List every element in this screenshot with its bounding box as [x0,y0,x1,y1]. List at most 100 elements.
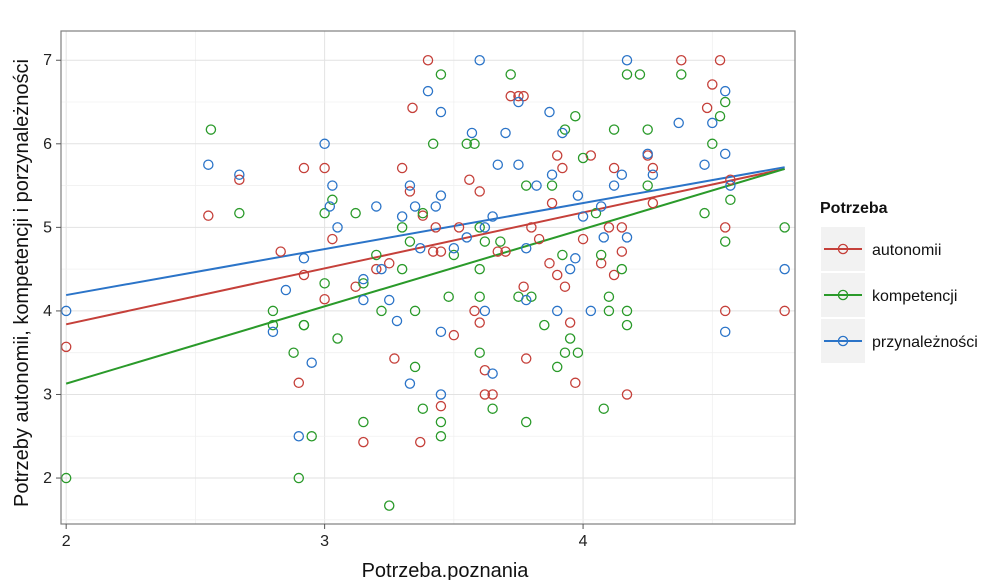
data-point [298,253,310,264]
x-tick-label: 2 [62,533,71,550]
data-point [608,269,620,281]
data-point [642,148,653,160]
data-point [719,222,731,233]
data-point [422,85,434,97]
data-point [435,416,447,428]
data-point [430,201,442,212]
data-point [358,436,369,448]
y-tick-label: 6 [43,136,52,153]
data-point [327,180,338,191]
data-point [598,232,609,243]
data-point [616,246,628,257]
data-point [559,347,571,358]
data-point [435,246,447,257]
data-point [676,69,687,80]
data-point [647,169,659,180]
data-point [203,159,214,170]
data-point [616,222,628,233]
data-point [647,162,659,174]
data-point [673,117,684,129]
plot-background [61,31,795,524]
data-point [520,353,532,364]
data-point [564,317,576,328]
data-point [293,377,305,389]
data-point [267,305,279,317]
data-point [288,347,299,358]
data-point [371,263,382,275]
data-point [306,357,317,368]
data-point [474,222,485,233]
data-point [577,152,589,164]
legend-label: autonomii [872,242,941,259]
data-point [707,79,718,90]
y-tick-label: 2 [43,470,52,487]
data-point [608,124,620,135]
data-point [500,127,511,139]
data-point [293,472,305,484]
data-point [492,246,504,257]
legend-key-point [837,335,849,347]
data-point [487,403,498,414]
data-point [234,174,245,185]
data-point [577,233,589,245]
data-point [559,281,571,292]
data-point [551,361,563,373]
data-point [546,169,558,180]
data-point [409,305,421,317]
data-point [435,400,447,412]
data-point [203,210,214,221]
data-point [595,201,607,212]
data-point [324,201,336,212]
data-point [298,269,310,281]
data-point [570,110,581,122]
data-point [319,138,330,150]
data-point [779,305,790,317]
data-point [371,249,382,261]
data-point [577,211,589,222]
data-point [513,90,524,102]
data-point [642,180,653,191]
data-point [572,190,584,201]
data-point [557,127,568,139]
data-point [647,197,659,209]
data-point [479,389,491,400]
data-point [306,431,317,442]
data-point [500,246,511,257]
data-point [616,169,628,180]
data-point [676,54,687,66]
legend-item-kompetencji: kompetencji [819,271,957,319]
data-point [621,305,633,317]
data-point [404,236,416,247]
data-point [319,207,330,219]
data-point [358,294,369,306]
data-point [267,319,279,331]
data-point [603,291,615,302]
data-point [603,222,615,233]
data-point [551,305,563,317]
data-point [396,222,408,233]
data-point [383,294,395,306]
data-point [474,263,485,275]
data-point [714,110,726,122]
data-point [474,54,485,66]
data-point [513,96,524,108]
fit-line-przynależności [65,166,785,297]
data-point [404,378,416,389]
data-point [319,293,330,305]
data-point [234,207,245,219]
data-point [621,69,633,80]
data-point [404,180,416,191]
data-point [487,368,498,379]
data-point [595,249,607,261]
data-point [464,174,475,185]
data-point [435,326,447,338]
data-point [332,333,343,344]
data-point [430,222,442,233]
data-point [585,305,597,317]
legend-key-point [837,289,849,301]
data-point [557,249,568,261]
data-point [298,319,310,331]
data-point [479,305,491,317]
data-point [719,236,731,247]
